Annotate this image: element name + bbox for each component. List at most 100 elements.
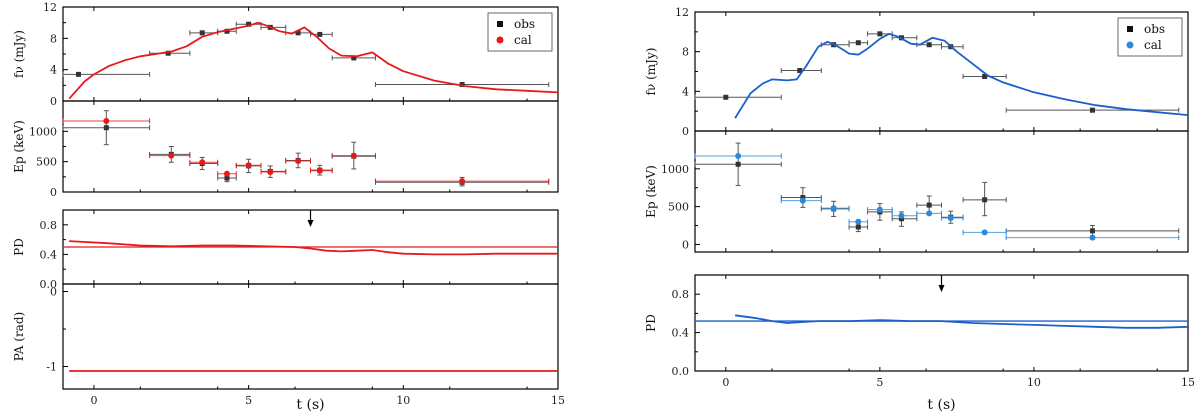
cal-marker (295, 158, 302, 165)
y-tick-label: 0.0 (672, 365, 690, 378)
y-tick-label: -1 (46, 361, 57, 374)
panel-flux: 0 4 8 12 fν (mJy) obs cal (644, 6, 1189, 138)
upper-limit-arrow (938, 275, 945, 292)
x-tick-label: 5 (245, 394, 252, 407)
y-tick-label: 0.4 (672, 327, 690, 340)
obs-marker (103, 125, 109, 131)
obs-point (331, 55, 376, 61)
obs-point (62, 71, 151, 77)
obs-point (217, 173, 237, 183)
legend-box (487, 12, 553, 52)
legend: obs cal (487, 12, 553, 52)
y-axis-label-ep: Ep (keV) (12, 120, 26, 173)
panel-pa: -1 0 PA (rad) 0 5 10 15 t (s) (12, 283, 565, 413)
obs-point (780, 187, 822, 208)
x-axis-label: t (s) (296, 397, 324, 413)
cal-point (867, 206, 893, 213)
cal-curve-flux (68, 21, 558, 100)
y-axis-label-pa: PA (rad) (12, 312, 26, 361)
y-tick-label: 8 (50, 32, 57, 45)
cal-point (189, 159, 219, 166)
obs-marker (295, 30, 301, 36)
obs-marker (351, 55, 357, 61)
cal-point (848, 218, 869, 225)
y-tick-label: 0 (50, 286, 57, 299)
obs-marker (735, 161, 741, 167)
obs-marker (75, 71, 81, 77)
y-tick-label: 8 (682, 46, 689, 59)
cal-marker (876, 206, 883, 213)
y-tick-label: 0.0 (40, 278, 58, 291)
obs-point (848, 40, 869, 46)
panel-flux: 0 4 8 12 fν (mJy) obs cal (12, 1, 559, 108)
panel-frame-flux (62, 6, 559, 102)
cal-curve-flux (734, 32, 1188, 119)
y-axis-label-ep: Ep (keV) (644, 165, 658, 218)
cal-point (217, 170, 237, 177)
obs-point (62, 110, 151, 146)
legend: obs cal (1117, 17, 1183, 57)
x-tick-label: 5 (876, 376, 883, 389)
y-axis-label-pd: PD (12, 238, 26, 256)
cal-point (149, 152, 191, 159)
panel-frame-pa (62, 283, 559, 390)
cal-point (941, 214, 964, 221)
x-tick-label: 0 (90, 394, 97, 407)
y-tick-label: 12 (43, 1, 57, 14)
cal-marker (981, 229, 988, 236)
y-tick-label: 500 (668, 201, 689, 214)
obs-point (780, 68, 822, 74)
cal-point (780, 197, 822, 204)
panel-frame-flux (694, 11, 1189, 132)
cal-marker (245, 162, 252, 169)
x-tick-label: 10 (1027, 376, 1041, 389)
obs-marker (926, 42, 932, 48)
x-tick-label: 15 (1181, 376, 1195, 389)
legend-obs-marker (497, 21, 503, 27)
obs-marker (224, 28, 230, 34)
legend-obs-marker (1127, 26, 1133, 32)
arrow-head (938, 285, 945, 292)
obs-marker (898, 216, 904, 222)
cal-point (891, 212, 918, 219)
obs-marker (199, 30, 205, 36)
y-tick-label: 12 (675, 6, 689, 19)
x-tick-label: 0 (722, 376, 729, 389)
cal-marker (947, 214, 954, 221)
obs-marker (459, 82, 465, 88)
cal-point (374, 178, 550, 185)
cal-point (916, 210, 942, 217)
cal-marker (199, 159, 206, 166)
cal-point (62, 118, 151, 125)
obs-marker (1089, 228, 1095, 234)
y-tick-label: 500 (36, 156, 57, 169)
y-tick-label: 0.8 (672, 288, 690, 301)
x-axis-label: t (s) (927, 397, 955, 413)
cal-marker (459, 178, 466, 185)
legend-cal-label: cal (514, 33, 532, 47)
y-tick-label: 0 (50, 95, 57, 108)
legend-obs-label: obs (1144, 22, 1165, 36)
y-axis-label-flux: fν (mJy) (644, 48, 658, 96)
y-tick-label: 0.4 (40, 248, 58, 261)
obs-point (1005, 107, 1180, 113)
cal-point (331, 152, 376, 159)
cal-marker (735, 152, 742, 159)
obs-marker (723, 94, 729, 100)
obs-point (694, 94, 782, 100)
obs-marker (1089, 107, 1095, 113)
obs-marker (246, 21, 252, 27)
obs-marker (926, 202, 932, 208)
y-tick-label: 1000 (661, 163, 689, 176)
cal-marker (316, 167, 323, 174)
obs-point (1005, 225, 1180, 237)
panel-frame-ep (62, 100, 559, 193)
arrow-head (307, 220, 314, 227)
obs-marker (800, 195, 806, 201)
legend-cal-marker (496, 36, 504, 44)
y-tick-label: 0 (50, 186, 57, 199)
y-tick-label: 4 (682, 85, 689, 98)
legend-obs-label: obs (514, 17, 535, 31)
